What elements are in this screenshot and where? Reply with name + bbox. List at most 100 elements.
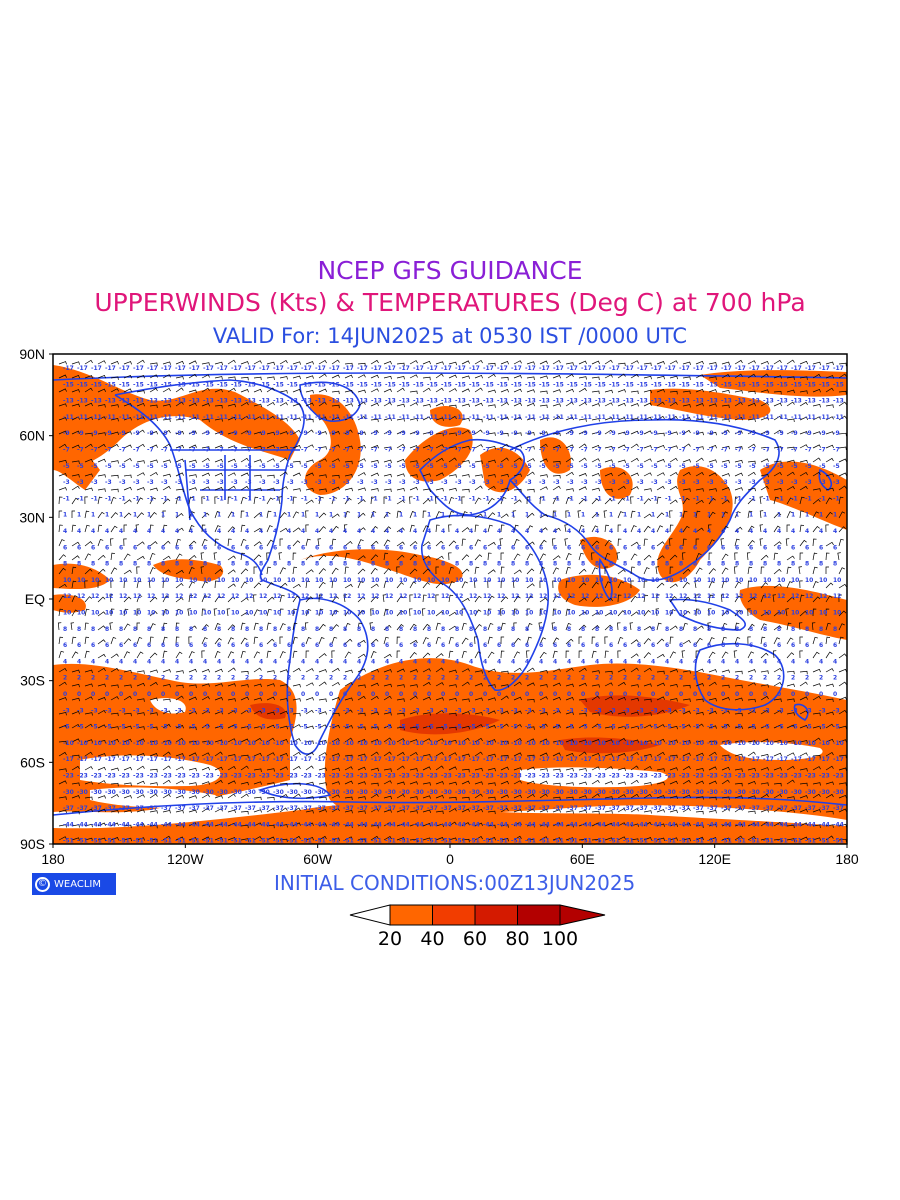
- svg-text:-11: -11: [133, 414, 144, 421]
- svg-text:-5: -5: [833, 463, 840, 470]
- svg-text:0: 0: [469, 691, 473, 698]
- svg-text:1: 1: [483, 512, 487, 519]
- svg-text:-1: -1: [637, 495, 644, 502]
- wind-barbs: [57, 359, 847, 843]
- svg-text:0: 0: [343, 691, 347, 698]
- svg-text:6: 6: [245, 544, 249, 551]
- svg-text:8: 8: [665, 561, 669, 568]
- svg-text:-23: -23: [679, 773, 690, 780]
- svg-text:8: 8: [119, 626, 123, 633]
- svg-text:6: 6: [105, 544, 109, 551]
- svg-text:-5: -5: [511, 724, 518, 731]
- svg-text:8: 8: [819, 626, 823, 633]
- svg-text:-5: -5: [371, 463, 378, 470]
- svg-text:-5: -5: [749, 724, 756, 731]
- svg-text:6: 6: [273, 642, 277, 649]
- svg-text:-17: -17: [301, 756, 312, 763]
- svg-text:-3: -3: [707, 707, 714, 714]
- svg-text:-51: -51: [581, 838, 592, 845]
- svg-text:-44: -44: [413, 821, 424, 828]
- svg-text:-9: -9: [189, 430, 196, 437]
- svg-text:12: 12: [735, 593, 743, 600]
- svg-text:-51: -51: [511, 838, 522, 845]
- svg-text:-3: -3: [763, 479, 770, 486]
- svg-text:4: 4: [763, 528, 767, 535]
- svg-text:-11: -11: [651, 414, 662, 421]
- svg-text:-17: -17: [133, 756, 144, 763]
- svg-text:4: 4: [595, 528, 599, 535]
- svg-text:6: 6: [511, 544, 515, 551]
- svg-text:0: 0: [105, 691, 109, 698]
- svg-text:-1: -1: [483, 495, 490, 502]
- svg-text:-5: -5: [637, 463, 644, 470]
- svg-text:8: 8: [539, 561, 543, 568]
- svg-text:-3: -3: [63, 707, 70, 714]
- svg-text:4: 4: [707, 528, 711, 535]
- svg-text:1: 1: [287, 512, 291, 519]
- svg-text:-11: -11: [315, 414, 326, 421]
- svg-text:-7: -7: [623, 447, 630, 454]
- lat-label: 90N: [19, 346, 45, 362]
- svg-text:8: 8: [371, 561, 375, 568]
- svg-text:8: 8: [777, 626, 781, 633]
- svg-text:0: 0: [833, 691, 837, 698]
- svg-text:-23: -23: [175, 773, 186, 780]
- svg-text:-17: -17: [511, 756, 522, 763]
- svg-text:-5: -5: [791, 463, 798, 470]
- svg-text:-3: -3: [371, 707, 378, 714]
- svg-text:-11: -11: [707, 414, 718, 421]
- svg-text:-10: -10: [147, 740, 158, 747]
- svg-text:-15: -15: [301, 381, 312, 388]
- svg-text:-30: -30: [357, 789, 368, 796]
- svg-text:-44: -44: [161, 821, 172, 828]
- svg-text:8: 8: [231, 626, 235, 633]
- color-legend: 20 40 60 80 100: [349, 904, 606, 950]
- svg-text:-51: -51: [147, 838, 158, 845]
- svg-text:6: 6: [749, 642, 753, 649]
- svg-text:-44: -44: [301, 821, 312, 828]
- svg-text:-17: -17: [385, 365, 396, 372]
- svg-text:2: 2: [665, 675, 669, 682]
- svg-text:-5: -5: [693, 724, 700, 731]
- svg-text:-30: -30: [77, 789, 88, 796]
- svg-text:10: 10: [483, 577, 491, 584]
- svg-text:-3: -3: [147, 479, 154, 486]
- svg-text:-13: -13: [413, 398, 424, 405]
- svg-text:-37: -37: [413, 805, 424, 812]
- svg-text:-37: -37: [735, 805, 746, 812]
- svg-text:12: 12: [707, 593, 715, 600]
- svg-text:-3: -3: [791, 479, 798, 486]
- svg-text:-23: -23: [595, 773, 606, 780]
- svg-text:10: 10: [511, 577, 519, 584]
- svg-text:-1: -1: [497, 495, 504, 502]
- svg-text:6: 6: [231, 642, 235, 649]
- svg-text:-30: -30: [637, 789, 648, 796]
- svg-text:-3: -3: [385, 479, 392, 486]
- svg-text:-3: -3: [455, 707, 462, 714]
- svg-text:6: 6: [441, 544, 445, 551]
- svg-text:-10: -10: [315, 740, 326, 747]
- svg-text:-15: -15: [763, 381, 774, 388]
- svg-text:-5: -5: [553, 724, 560, 731]
- svg-text:10: 10: [777, 577, 785, 584]
- svg-text:-7: -7: [609, 447, 616, 454]
- svg-text:0: 0: [455, 691, 459, 698]
- svg-text:-3: -3: [231, 479, 238, 486]
- svg-text:-9: -9: [329, 430, 336, 437]
- svg-text:2: 2: [623, 675, 627, 682]
- svg-text:2: 2: [301, 675, 305, 682]
- svg-text:-5: -5: [259, 724, 266, 731]
- svg-text:4: 4: [301, 528, 305, 535]
- svg-text:-17: -17: [693, 756, 704, 763]
- svg-text:-37: -37: [399, 805, 410, 812]
- svg-text:6: 6: [665, 642, 669, 649]
- svg-text:4: 4: [259, 658, 263, 665]
- svg-text:10: 10: [287, 577, 295, 584]
- svg-text:-5: -5: [469, 724, 476, 731]
- svg-text:-7: -7: [637, 447, 644, 454]
- valid-time-line: VALID For: 14JUN2025 at 0530 IST /0000 U…: [212, 324, 688, 348]
- svg-text:-23: -23: [301, 773, 312, 780]
- svg-text:6: 6: [175, 544, 179, 551]
- svg-text:-37: -37: [427, 805, 438, 812]
- svg-text:-5: -5: [385, 724, 392, 731]
